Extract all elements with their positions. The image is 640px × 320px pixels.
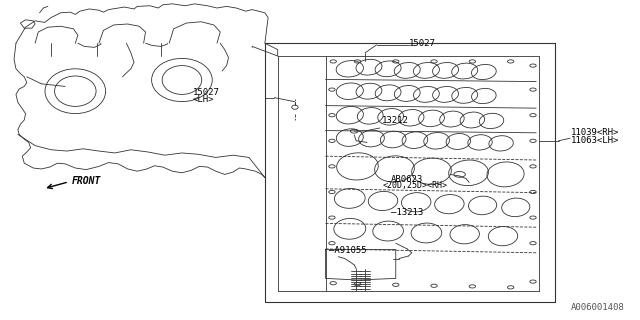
- Text: 11063<LH>: 11063<LH>: [572, 136, 620, 145]
- Text: 15027: 15027: [409, 39, 436, 48]
- Text: A006001408: A006001408: [572, 303, 625, 312]
- Text: FRONT: FRONT: [72, 176, 101, 186]
- Text: —A91055: —A91055: [329, 246, 366, 255]
- Text: 11039<RH>: 11039<RH>: [572, 128, 620, 137]
- Text: <LH>: <LH>: [193, 95, 214, 104]
- Text: 13212: 13212: [381, 116, 408, 124]
- Text: <20D,25D><RH>: <20D,25D><RH>: [383, 181, 448, 190]
- Text: —13213: —13213: [390, 208, 423, 217]
- Text: AB0623: AB0623: [390, 175, 423, 184]
- Text: 15027: 15027: [193, 88, 220, 97]
